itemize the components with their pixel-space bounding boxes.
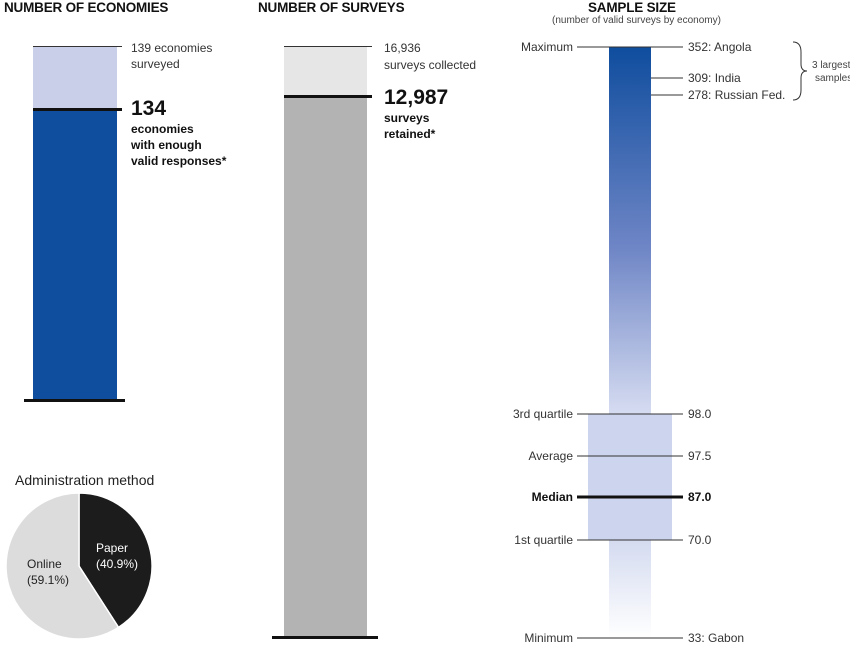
surveys-baseline <box>272 636 378 639</box>
economies-retained-text-1: economies <box>131 122 194 136</box>
pie-title: Administration method <box>15 472 155 488</box>
label-minimum: Minimum <box>524 631 573 645</box>
sample-size-subtitle: (number of valid surveys by economy) <box>552 15 721 26</box>
whisker-upper <box>609 47 651 414</box>
value-average: 97.5 <box>688 449 712 463</box>
value-india: 309: India <box>688 71 741 85</box>
bracket-label-2: samples <box>815 73 850 84</box>
pie-slice-online <box>5 492 120 640</box>
economies-bar-retained <box>33 110 117 400</box>
surveys-total-text: surveys collected <box>384 58 477 72</box>
pie-pct-online: (59.1%) <box>27 573 70 587</box>
pie-chart <box>5 492 153 640</box>
bracket-label-1: 3 largest <box>812 60 850 71</box>
value-russia: 278: Russian Fed. <box>688 88 786 102</box>
label-q1: 1st quartile <box>514 533 573 547</box>
economies-retained-value: 134 <box>131 97 167 120</box>
economies-retained-text-3: valid responses* <box>131 154 227 168</box>
value-median: 87.0 <box>688 490 712 504</box>
surveys-bar-retained <box>284 97 367 638</box>
surveys-retained-text-2: retained* <box>384 127 436 141</box>
economies-total-label: 139 economies surveyed <box>131 41 213 71</box>
label-q3: 3rd quartile <box>512 407 573 421</box>
pie-pct-paper: (40.9%) <box>96 557 139 571</box>
surveys-total-number: 16,936 <box>384 41 421 55</box>
value-gabon: 33: Gabon <box>688 631 745 645</box>
surveys-title: NUMBER OF SURVEYS <box>258 0 405 15</box>
value-q1: 70.0 <box>688 533 712 547</box>
economies-retained-text-2: with enough <box>131 138 202 152</box>
surveys-total-line <box>284 46 372 47</box>
pie-label-online: Online <box>27 557 62 571</box>
economies-bar-total <box>33 47 117 110</box>
label-average: Average <box>528 449 573 463</box>
value-q3: 98.0 <box>688 407 712 421</box>
value-angola: 352: Angola <box>688 40 752 54</box>
economies-baseline <box>24 399 125 402</box>
economies-total-line <box>33 46 122 47</box>
surveys-retained-text-1: surveys <box>384 111 430 125</box>
label-maximum: Maximum <box>520 40 573 54</box>
surveys-bar-total <box>284 47 367 97</box>
economies-retained-line <box>33 108 122 111</box>
surveys-retained-line <box>284 95 372 98</box>
largest-samples-bracket <box>792 41 808 101</box>
surveys-retained-value: 12,987 <box>384 86 449 109</box>
label-median: Median <box>531 490 573 504</box>
pie-label-paper: Paper <box>96 541 129 555</box>
sample-size-title: SAMPLE SIZE <box>588 0 676 15</box>
economies-title: NUMBER OF ECONOMIES <box>4 0 169 15</box>
whisker-lower <box>609 540 651 638</box>
box-body <box>588 414 672 540</box>
